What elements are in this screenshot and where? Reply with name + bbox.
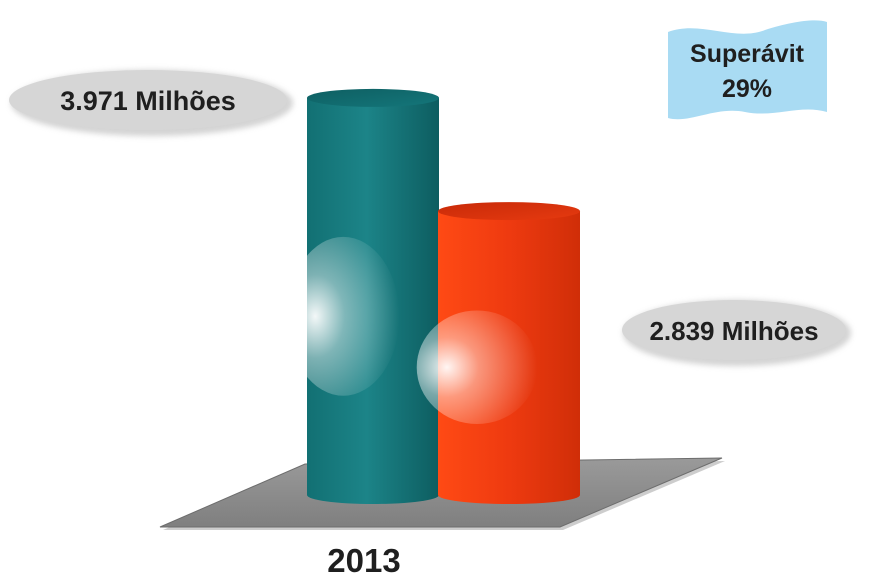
bar-top-1	[438, 202, 580, 221]
bar-1	[416, 202, 580, 504]
annotation-line1: Superávit	[690, 40, 805, 68]
bars-group	[287, 88, 580, 505]
bar-top-0	[307, 88, 439, 107]
annotation-line2: 29%	[722, 75, 772, 103]
data-label-0: 3.971 Milhões	[60, 86, 236, 116]
data-label-1: 2.839 Milhões	[649, 316, 818, 346]
bar-0	[287, 88, 439, 505]
data-label-bubble-0: 3.971 Milhões	[9, 70, 293, 136]
bar-highlight-1	[416, 310, 538, 425]
annotation-banner: Superávit 29%	[668, 20, 827, 120]
bar-highlight-0	[287, 236, 400, 396]
data-label-bubble-1: 2.839 Milhões	[622, 300, 851, 366]
category-label-0: 2013	[327, 542, 400, 579]
